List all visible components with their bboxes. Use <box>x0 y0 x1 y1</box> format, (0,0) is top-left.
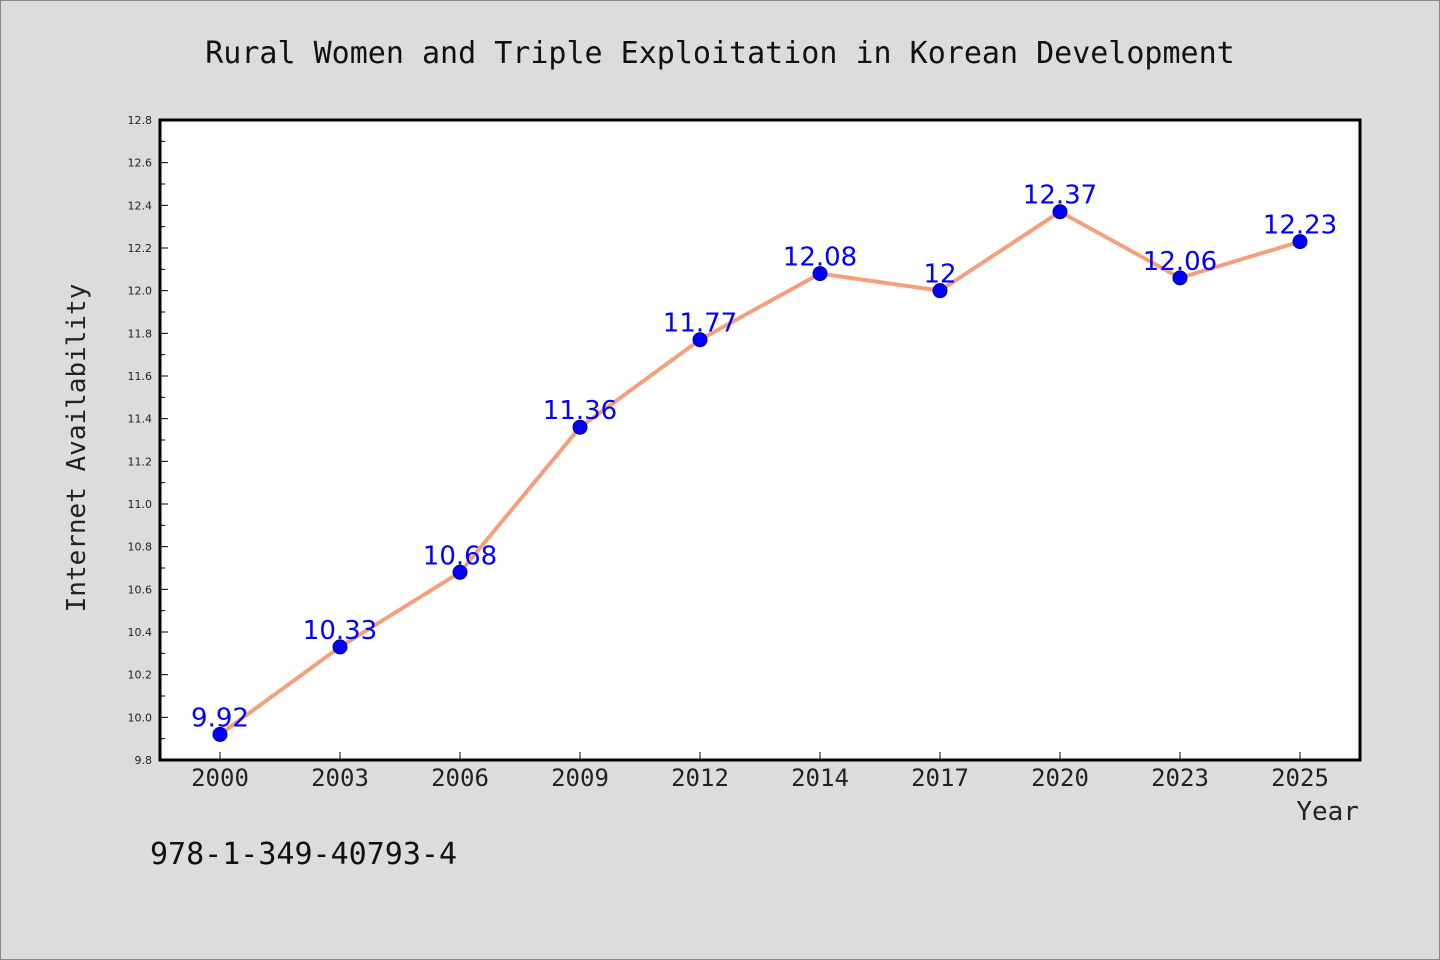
y-tick-label: 10.2 <box>128 669 153 682</box>
y-tick-label: 12.2 <box>128 242 153 255</box>
y-tick-label: 11.6 <box>128 370 153 383</box>
data-label: 11.36 <box>543 396 617 426</box>
data-label: 12.08 <box>783 243 857 273</box>
data-point <box>332 639 348 655</box>
y-tick-label: 10.6 <box>128 583 153 596</box>
y-tick-label: 10.8 <box>128 541 153 554</box>
data-label: 12.37 <box>1023 181 1097 211</box>
y-tick-label: 11.4 <box>128 413 153 426</box>
x-tick-label: 2025 <box>1271 764 1329 792</box>
y-tick-label: 10.4 <box>128 626 153 639</box>
x-tick-label: 2006 <box>431 764 489 792</box>
data-point <box>1172 270 1188 286</box>
x-tick-label: 2020 <box>1031 764 1089 792</box>
plot-area <box>158 118 1362 762</box>
data-point <box>932 283 948 299</box>
data-label: 9.92 <box>191 703 249 733</box>
y-tick-label: 12.8 <box>128 114 153 127</box>
x-tick-label: 2003 <box>311 764 369 792</box>
series-markers <box>212 204 1308 742</box>
series-line <box>218 209 1301 737</box>
data-point <box>812 266 828 282</box>
data-point <box>1052 204 1068 220</box>
y-axis: 9.8 10.0 10.2 10.4 10.6 10.8 11.0 11.2 11.4 11.6 1… <box>128 114 168 767</box>
x-axis-label: Year <box>1296 797 1359 827</box>
y-tick-label: 12.6 <box>128 157 153 170</box>
y-tick-label: 9.8 <box>135 754 153 767</box>
x-tick-label: 2023 <box>1151 764 1209 792</box>
data-point <box>452 564 468 580</box>
data-point <box>572 419 588 435</box>
data-label: 12.23 <box>1263 211 1337 241</box>
data-label: 10.33 <box>303 616 377 646</box>
x-axis: 2000 2003 2006 2009 2012 2014 2017 2020 2023 2025 <box>191 752 1329 792</box>
x-tick-label: 2000 <box>191 764 249 792</box>
x-tick-label: 2014 <box>791 764 849 792</box>
y-axis-label: Internet Availability <box>62 284 92 613</box>
data-labels: 9.92 10.33 10.68 11.36 11.77 12.08 12 12.37 12.0… <box>191 181 1337 734</box>
chart-title: Rural Women and Triple Exploitation in K… <box>205 36 1235 71</box>
data-point <box>692 332 708 348</box>
y-tick-label: 12.0 <box>128 285 153 298</box>
data-label: 10.68 <box>423 541 497 571</box>
x-tick-label: 2017 <box>911 764 969 792</box>
y-tick-label: 11.8 <box>128 327 153 340</box>
data-point <box>212 726 228 742</box>
y-tick-label: 11.0 <box>128 498 153 511</box>
y-tick-label: 10.0 <box>128 711 153 724</box>
x-tick-label: 2012 <box>671 764 729 792</box>
data-label: 11.77 <box>663 309 737 339</box>
data-label: 12 <box>923 260 956 290</box>
y-tick-label: 11.2 <box>128 455 153 468</box>
data-point <box>1292 234 1308 250</box>
data-label: 12.06 <box>1143 247 1217 277</box>
isbn-text: 978-1-349-40793-4 <box>150 837 457 872</box>
x-tick-label: 2009 <box>551 764 609 792</box>
y-tick-label: 12.4 <box>128 199 153 212</box>
